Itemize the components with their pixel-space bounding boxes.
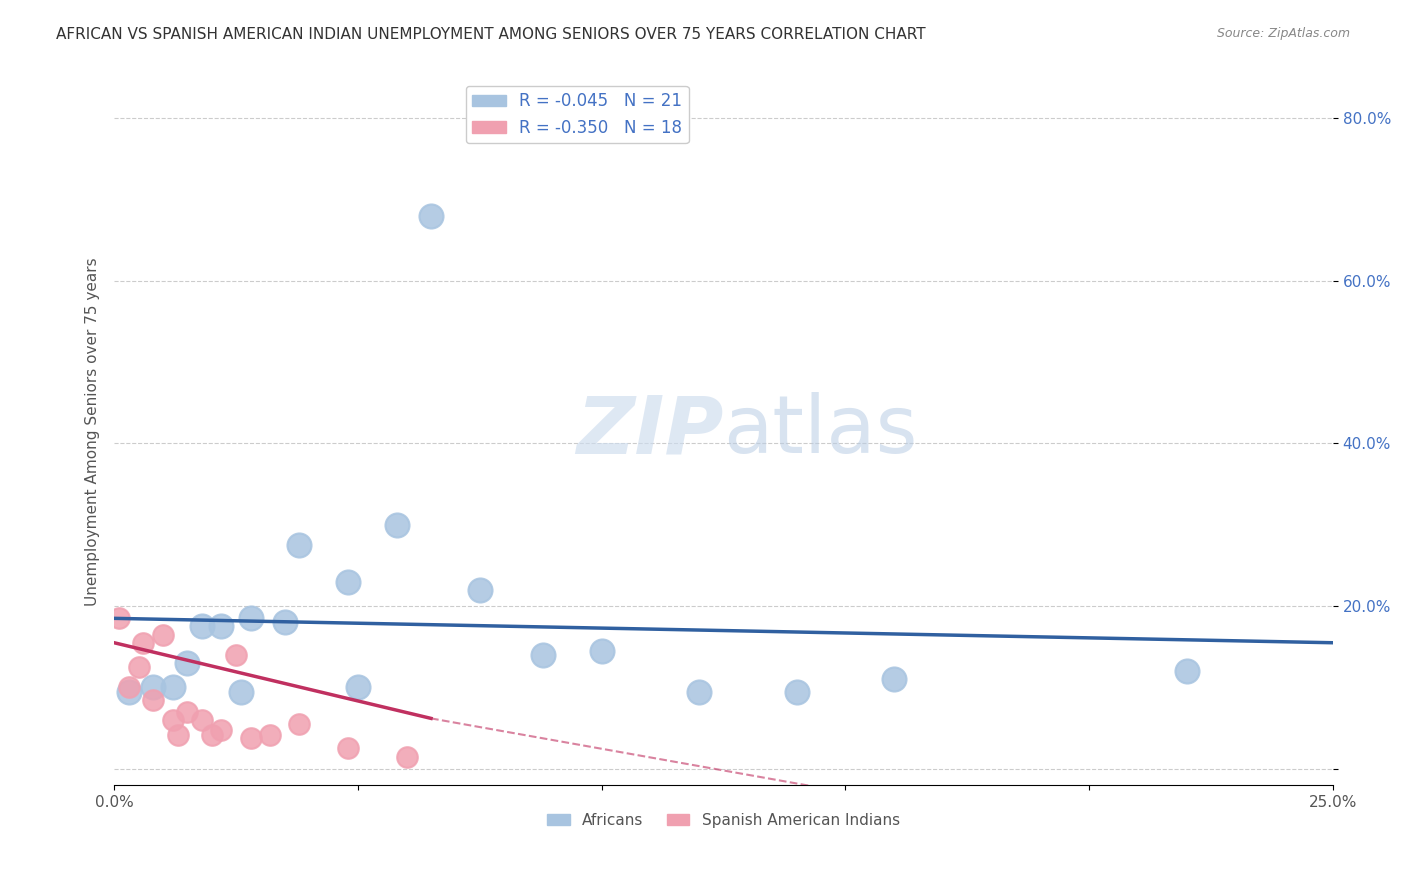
Text: ZIP: ZIP (576, 392, 724, 470)
Legend: Africans, Spanish American Indians: Africans, Spanish American Indians (541, 807, 905, 834)
Point (347, 681, 370, 695)
Point (274, 615, 297, 630)
Point (132, 636, 155, 650)
Point (288, 717, 311, 731)
Point (191, 713, 214, 727)
Point (225, 648, 247, 662)
Point (152, 627, 174, 641)
Point (142, 692, 165, 706)
Point (591, 644, 613, 658)
Point (385, 517, 408, 532)
Point (162, 681, 184, 695)
Point (118, 681, 141, 695)
Point (176, 705, 198, 719)
Point (239, 731, 262, 745)
Text: atlas: atlas (724, 392, 918, 470)
Point (229, 684, 252, 698)
Point (468, 582, 491, 597)
Point (162, 713, 184, 727)
Point (337, 574, 360, 589)
Point (1175, 664, 1198, 678)
Y-axis label: Unemployment Among Seniors over 75 years: Unemployment Among Seniors over 75 years (86, 257, 100, 606)
Point (239, 611, 262, 625)
Point (191, 619, 214, 633)
Point (209, 723, 232, 737)
Text: AFRICAN VS SPANISH AMERICAN INDIAN UNEMPLOYMENT AMONG SENIORS OVER 75 YEARS CORR: AFRICAN VS SPANISH AMERICAN INDIAN UNEMP… (56, 27, 927, 42)
Point (176, 656, 198, 670)
Point (108, 611, 131, 625)
Point (209, 619, 232, 633)
Point (786, 684, 808, 698)
Point (166, 728, 188, 742)
Point (883, 673, 905, 687)
Point (128, 660, 150, 674)
Point (420, 209, 443, 223)
Point (395, 749, 418, 764)
Point (531, 648, 554, 662)
Point (201, 728, 224, 742)
Point (118, 684, 141, 698)
Point (259, 728, 281, 742)
Text: Source: ZipAtlas.com: Source: ZipAtlas.com (1216, 27, 1350, 40)
Point (688, 684, 710, 698)
Point (142, 681, 165, 695)
Point (337, 741, 360, 756)
Point (288, 538, 311, 552)
